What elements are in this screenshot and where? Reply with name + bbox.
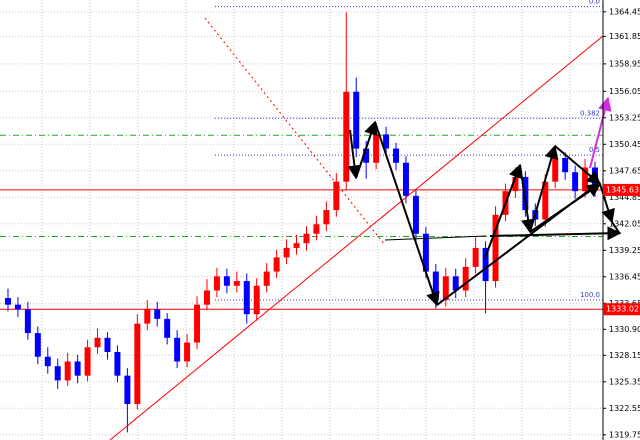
candle-body [442, 276, 449, 300]
trend-line [384, 235, 487, 241]
candle-body [273, 257, 280, 272]
candle-body [572, 172, 579, 192]
y-tick-label: 1350.45 [609, 140, 640, 149]
arrow [519, 164, 536, 234]
candle-body [522, 176, 529, 211]
candle-body [4, 298, 11, 305]
y-tick-label: 1339.25 [609, 246, 640, 255]
candle-body [64, 361, 71, 381]
candle-body [402, 162, 409, 196]
arrow [529, 183, 602, 233]
candle-body [323, 210, 330, 225]
candle-body [203, 290, 210, 305]
arrow [347, 129, 362, 180]
y-tick-label: 1336.45 [609, 272, 640, 281]
y-tick-label: 1344.85 [609, 193, 640, 202]
candle-body [154, 309, 161, 319]
candle-body [44, 356, 51, 367]
candle-body [164, 318, 171, 338]
candle-body [174, 337, 181, 362]
candle-body [24, 309, 31, 334]
candle-body [552, 158, 559, 182]
candle-body [14, 304, 21, 310]
arrow [355, 120, 378, 179]
y-tick-label: 1325.35 [609, 377, 640, 386]
candle-body [134, 323, 141, 405]
candle-body [562, 158, 569, 173]
arrow [484, 163, 523, 259]
y-tick-label: 1330.90 [609, 325, 640, 334]
price-label: 1345.63 [606, 185, 639, 194]
price-axis: 1364.45 1361.85 1358.95 1356.05 1353.25 1350.… [603, 7, 640, 439]
candle-body [54, 366, 61, 381]
candle-body [104, 337, 111, 352]
candle-body [383, 134, 390, 149]
candle-body [432, 271, 439, 300]
candle-body [34, 333, 41, 357]
candle-body [542, 181, 549, 220]
arrow [529, 144, 559, 233]
candle-body [582, 167, 589, 192]
price-label-box [603, 183, 640, 196]
y-tick-label: 1319.75 [609, 430, 640, 439]
candle-body [94, 337, 101, 348]
candle-body [462, 266, 469, 291]
candle-body [233, 281, 240, 286]
trend-line [204, 17, 386, 246]
candle-body [74, 361, 81, 376]
candle-body [492, 214, 499, 282]
y-tick-label: 1356.05 [609, 87, 640, 96]
candle-body [213, 276, 220, 291]
arrow [589, 96, 612, 169]
y-tick-label: 1328.15 [609, 351, 640, 360]
candle-body [333, 181, 340, 211]
candle-body [393, 148, 400, 163]
candle-body [293, 243, 300, 248]
price-label-box [603, 303, 640, 316]
candle-body [184, 342, 191, 362]
candle-body [283, 247, 290, 258]
candle-body [452, 276, 459, 291]
candle-body [253, 285, 260, 315]
candle-body [303, 233, 310, 244]
candle-body [124, 375, 131, 405]
arrow [374, 121, 440, 307]
trend-line [109, 35, 604, 440]
candles [4, 12, 599, 433]
y-tick-label: 1361.85 [609, 32, 640, 41]
candle-body [313, 224, 320, 234]
candle-body [363, 148, 370, 163]
arrow [489, 226, 622, 241]
arrow [599, 183, 615, 224]
candle-body [144, 309, 151, 324]
candle-body [472, 247, 479, 267]
candle-body [412, 195, 419, 234]
fib-label: 0.0 [589, 0, 600, 6]
price-label: 1333.02 [606, 305, 639, 314]
candle-body [243, 281, 250, 315]
candle-body [223, 276, 230, 286]
y-tick-label: 1364.45 [609, 7, 640, 16]
candle-body [263, 271, 270, 286]
y-tick-label: 1358.95 [609, 59, 640, 68]
drawings [109, 17, 622, 440]
arrow [554, 145, 602, 185]
y-tick-label: 1342.05 [609, 219, 640, 228]
candle-body [422, 233, 429, 272]
candle-body [194, 304, 201, 343]
candle-body [84, 347, 91, 376]
candle-body [482, 247, 489, 282]
y-tick-label: 1353.25 [609, 113, 640, 122]
fib-label: 0.382 [580, 109, 600, 117]
candle-body [343, 91, 350, 182]
candle-body [512, 176, 519, 192]
candle-body [114, 352, 121, 376]
fib-label: 100.0 [580, 291, 600, 299]
candle-body [373, 134, 380, 163]
y-tick-label: 1347.65 [609, 166, 640, 175]
candle-body [353, 91, 360, 149]
y-tick-label: 1322.55 [609, 404, 640, 413]
